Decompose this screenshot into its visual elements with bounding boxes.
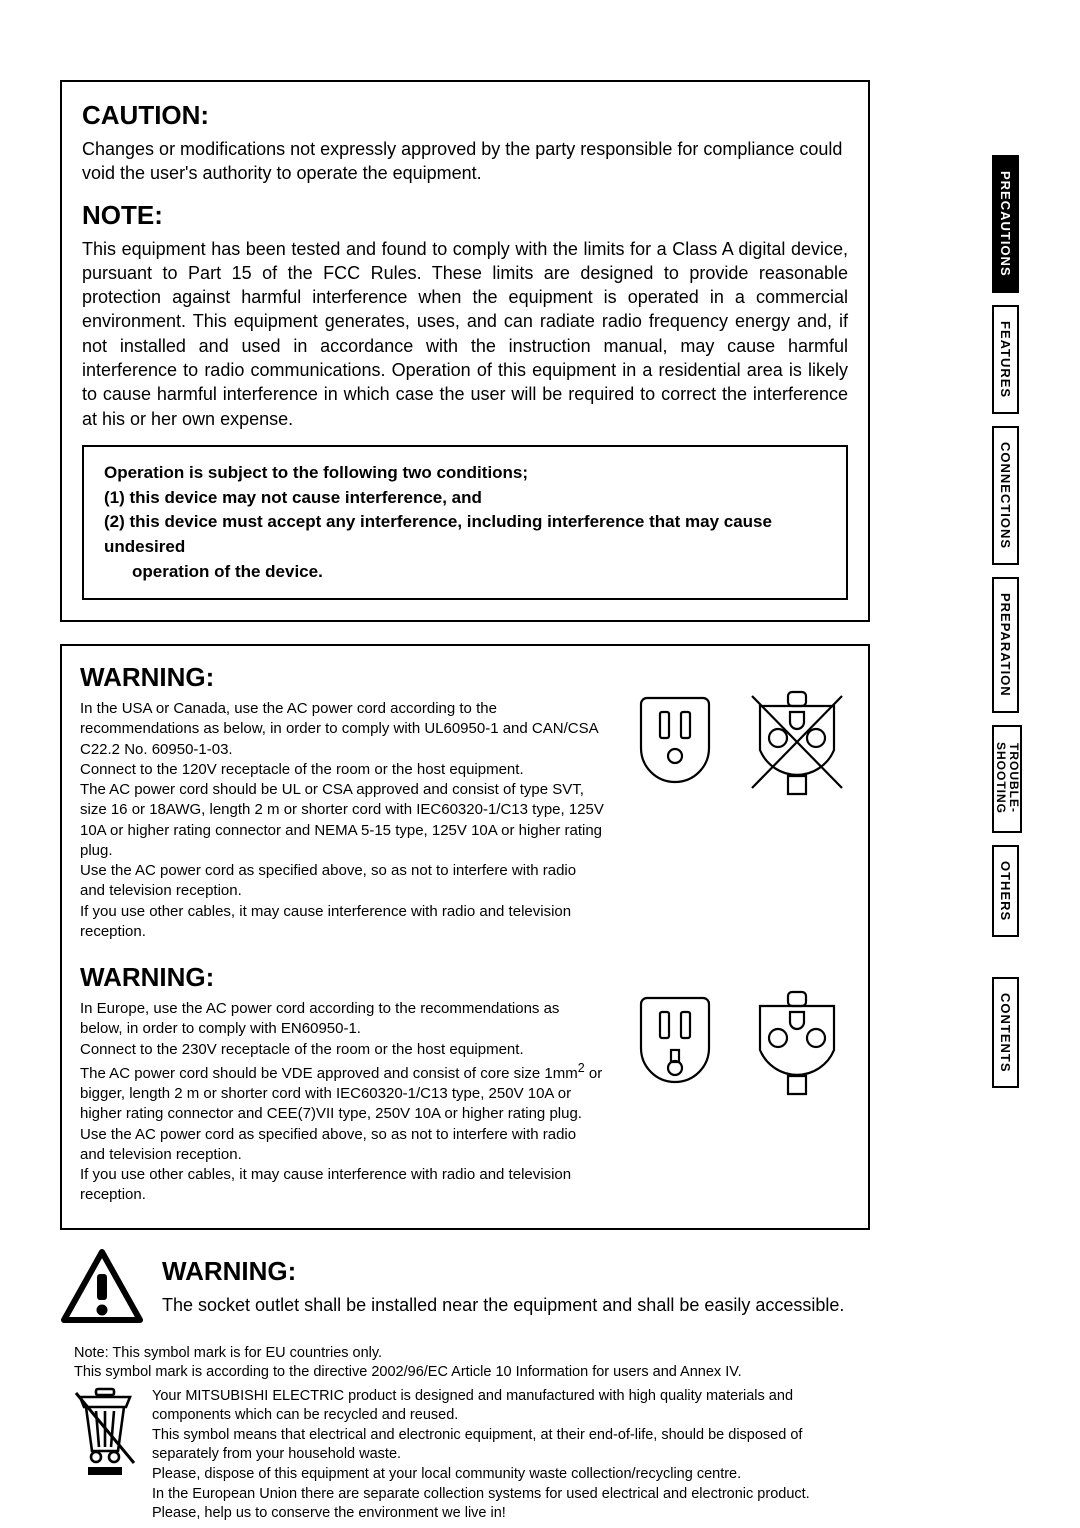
note-heading: NOTE:: [82, 200, 848, 231]
tab-features[interactable]: FEATURES: [992, 305, 1019, 414]
warning-3-text: The socket outlet shall be installed nea…: [162, 1293, 844, 1317]
weee-bin-icon: [74, 1387, 136, 1524]
power-cord-warnings-box: WARNING: In the USA or Canada, use the A…: [60, 644, 870, 1230]
weee-body-4: In the European Union there are separate…: [152, 1485, 870, 1505]
warning-1-line-2: Connect to the 120V receptacle of the ro…: [80, 760, 604, 780]
socket-warning-box: WARNING: The socket outlet shall be inst…: [60, 1248, 870, 1326]
warning-1-line-3: The AC power cord should be UL or CSA ap…: [80, 780, 604, 861]
caution-heading: CAUTION:: [82, 100, 848, 131]
weee-note-box: Note: This symbol mark is for EU countri…: [60, 1344, 870, 1524]
caution-note-box: CAUTION: Changes or modifications not ex…: [60, 80, 870, 622]
warning-1-heading: WARNING:: [80, 662, 604, 693]
weee-body-2: This symbol means that electrical and el…: [152, 1426, 870, 1465]
warning-2-line-4: Use the AC power cord as specified above…: [80, 1125, 604, 1166]
warning-2-line-1: In Europe, use the AC power cord accordi…: [80, 999, 604, 1040]
nema-plug-crossed-icon: [744, 688, 850, 942]
warning-2-line-5: If you use other cables, it may cause in…: [80, 1165, 604, 1206]
warning-3-heading: WARNING:: [162, 1256, 844, 1287]
iec-connector-icon: [622, 688, 728, 942]
warning-1-line-1: In the USA or Canada, use the AC power c…: [80, 699, 604, 760]
warning-2-line-3: The AC power cord should be VDE approved…: [80, 1060, 604, 1125]
tab-connections[interactable]: CONNECTIONS: [992, 426, 1019, 565]
tab-others[interactable]: OTHERS: [992, 845, 1019, 937]
weee-body-5: Please, help us to conserve the environm…: [152, 1504, 870, 1524]
cee7-plug-icon: [744, 988, 850, 1206]
operation-conditions-box: Operation is subject to the following tw…: [82, 445, 848, 600]
note-text: This equipment has been tested and found…: [82, 237, 848, 431]
warning-triangle-icon: [60, 1248, 144, 1326]
tab-contents[interactable]: CONTENTS: [992, 977, 1019, 1089]
warning-1-line-4: Use the AC power cord as specified above…: [80, 861, 604, 902]
ops-intro: Operation is subject to the following tw…: [104, 461, 826, 486]
side-tabs: PRECAUTIONS FEATURES CONNECTIONS PREPARA…: [992, 155, 1022, 1100]
weee-line-1: Note: This symbol mark is for EU countri…: [74, 1344, 870, 1364]
tab-troubleshooting[interactable]: TROUBLE-SHOOTING: [992, 725, 1022, 833]
ops-cond-1: (1) this device may not cause interferen…: [104, 486, 826, 511]
warning-2-line-2: Connect to the 230V receptacle of the ro…: [80, 1040, 604, 1060]
tab-preparation[interactable]: PREPARATION: [992, 577, 1019, 713]
ops-cond-2b: operation of the device.: [132, 560, 826, 585]
tab-precautions[interactable]: PRECAUTIONS: [992, 155, 1019, 293]
iec-connector-eu-icon: [622, 988, 728, 1206]
caution-text: Changes or modifications not expressly a…: [82, 137, 848, 186]
weee-line-2: This symbol mark is according to the dir…: [74, 1363, 870, 1383]
warning-2-heading: WARNING:: [80, 962, 604, 993]
ops-cond-2a: (2) this device must accept any interfer…: [104, 510, 826, 559]
warning-1-line-5: If you use other cables, it may cause in…: [80, 902, 604, 943]
weee-body-1: Your MITSUBISHI ELECTRIC product is desi…: [152, 1387, 870, 1426]
weee-body-3: Please, dispose of this equipment at you…: [152, 1465, 870, 1485]
